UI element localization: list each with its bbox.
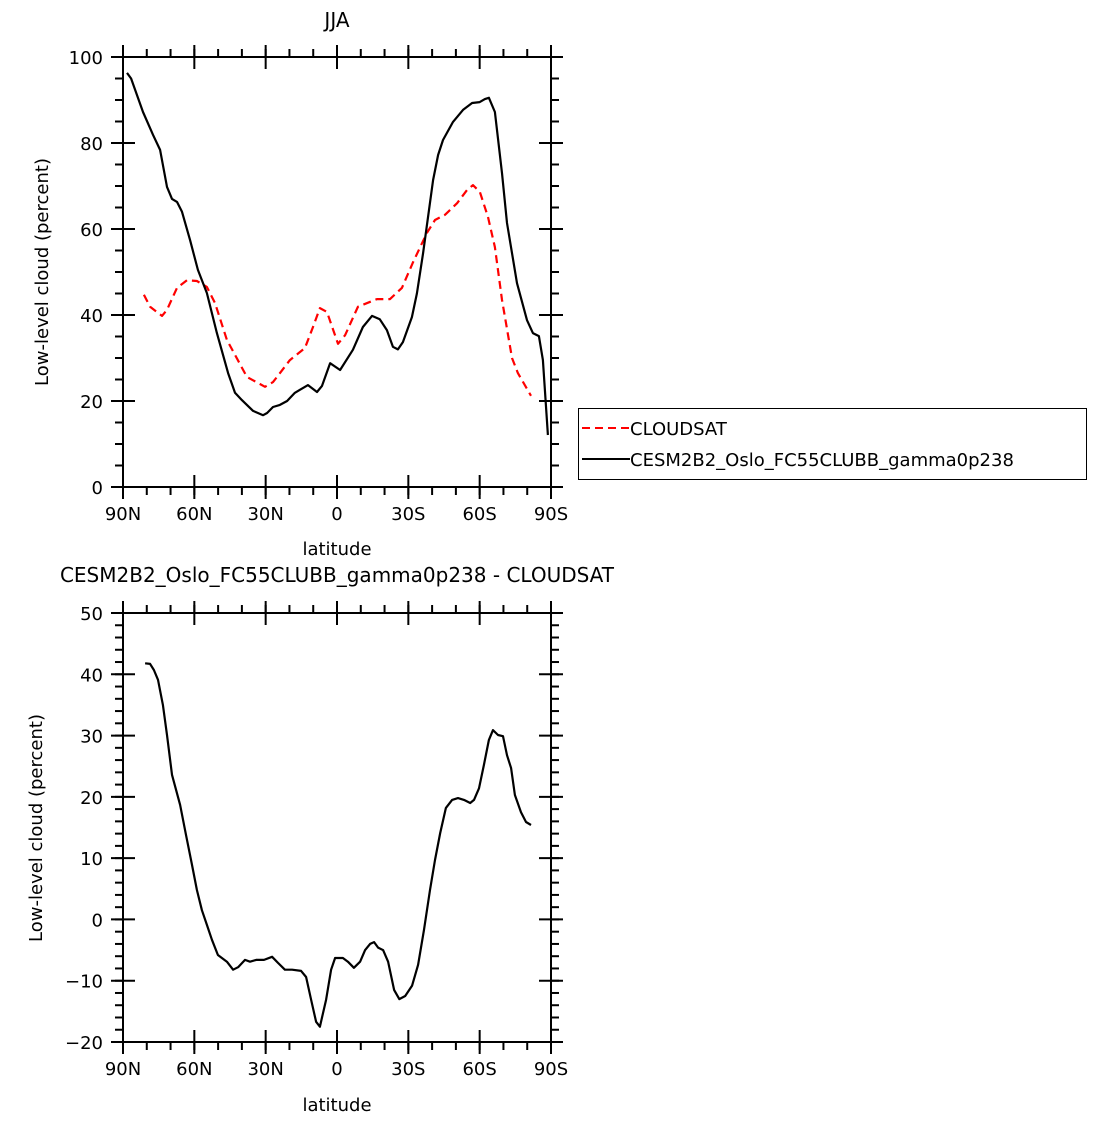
x-tick-label: 90S xyxy=(534,504,568,525)
panel-bottom-xlabel: latitude xyxy=(302,1095,371,1116)
panel-bottom: CESM2B2_Oslo_FC55CLUBB_gamma0p238 - CLOU… xyxy=(26,563,615,1116)
x-tick-label: 90S xyxy=(534,1059,568,1080)
panel-bottom-ticks: 90N 60N 30N 0 30S 60S 90S −20 −10 0 10 20 30 40 50 xyxy=(65,601,568,1080)
x-tick-label: 30N xyxy=(247,504,283,525)
x-tick-label: 60N xyxy=(176,504,212,525)
panel-bottom-ylabel: Low-level cloud (percent) xyxy=(26,714,47,942)
legend-box xyxy=(578,408,1087,480)
y-tick-label: 60 xyxy=(80,220,103,241)
panel-bottom-title: CESM2B2_Oslo_FC55CLUBB_gamma0p238 - CLOU… xyxy=(60,563,615,587)
y-tick-label: 10 xyxy=(80,849,103,870)
x-tick-label: 60N xyxy=(176,1059,212,1080)
panel-bottom-lines xyxy=(144,662,532,1028)
panel-top-xlabel: latitude xyxy=(302,539,371,560)
x-tick-label: 30N xyxy=(247,1059,283,1080)
y-tick-label: −20 xyxy=(65,1033,103,1054)
panel-bottom-frame xyxy=(122,612,552,1043)
series-line-cloudsat xyxy=(142,184,532,397)
legend: CLOUDSAT CESM2B2_Oslo_FC55CLUBB_gamma0p2… xyxy=(578,408,1087,480)
panel-top-frame xyxy=(122,56,552,488)
y-tick-label: 0 xyxy=(92,478,103,499)
x-tick-label: 30S xyxy=(391,504,425,525)
y-tick-label: 20 xyxy=(80,392,103,413)
y-tick-label: 40 xyxy=(80,306,103,327)
panel-top-ticks: 90N 60N 30N 0 30S 60S 90S 0 20 40 60 80 100 xyxy=(69,45,568,525)
x-tick-label: 0 xyxy=(331,1059,342,1080)
y-tick-label: 30 xyxy=(80,727,103,748)
legend-label-cloudsat: CLOUDSAT xyxy=(630,419,728,440)
x-tick-label: 60S xyxy=(462,1059,496,1080)
y-tick-label: 40 xyxy=(80,665,103,686)
x-tick-label: 60S xyxy=(462,504,496,525)
y-tick-label: −10 xyxy=(65,972,103,993)
x-tick-label: 30S xyxy=(391,1059,425,1080)
x-tick-label: 90N xyxy=(105,1059,141,1080)
panel-top-title: JJA xyxy=(322,8,349,32)
y-tick-label: 20 xyxy=(80,788,103,809)
x-tick-label: 90N xyxy=(105,504,141,525)
x-tick-label: 0 xyxy=(331,504,342,525)
y-tick-label: 100 xyxy=(69,48,103,69)
panel-top-lines xyxy=(126,72,549,436)
series-line-cesm2b2-oslo-fc55clubb-gamma0p238 xyxy=(126,72,549,436)
y-tick-label: 50 xyxy=(80,604,103,625)
y-tick-label: 80 xyxy=(80,134,103,155)
series-line-difference xyxy=(144,662,532,1028)
panel-top-ylabel: Low-level cloud (percent) xyxy=(32,158,53,386)
panel-top: JJA latitude Low-level cloud (percent) 9… xyxy=(32,8,568,560)
legend-label-model: CESM2B2_Oslo_FC55CLUBB_gamma0p238 xyxy=(630,450,1014,471)
y-tick-label: 0 xyxy=(92,910,103,931)
